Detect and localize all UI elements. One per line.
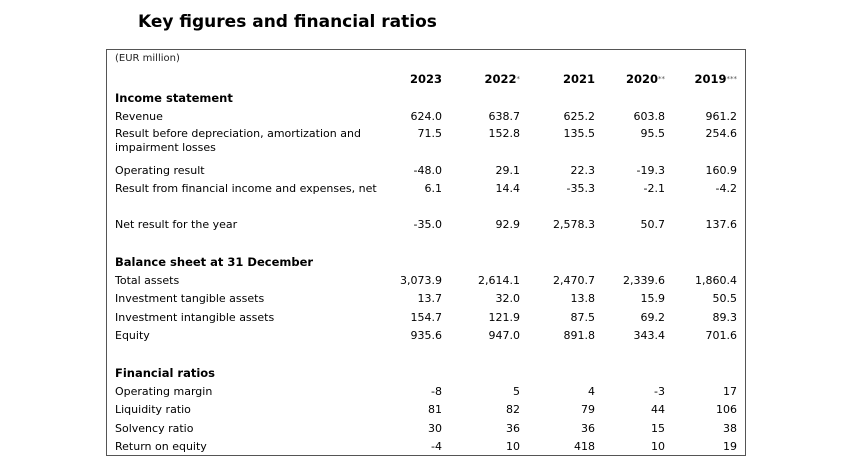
table-cell: 14.4 <box>495 182 521 195</box>
table-cell: 106 <box>716 403 737 416</box>
table-cell: 891.8 <box>563 329 596 342</box>
table-cell: -48.0 <box>413 164 442 177</box>
table-cell: 87.5 <box>570 311 596 324</box>
row-label: Revenue <box>115 110 163 123</box>
table-cell: 82 <box>506 403 520 416</box>
table-cell: 89.3 <box>712 311 738 324</box>
column-header: 2019*** <box>694 72 737 86</box>
table-cell: 69.2 <box>640 311 666 324</box>
table-cell: 135.5 <box>563 127 596 140</box>
column-header: 2021 <box>562 72 595 86</box>
table-cell: -8 <box>431 385 442 398</box>
table-cell: 50.5 <box>712 292 738 305</box>
table-cell: 36 <box>506 422 520 435</box>
table-cell: 10 <box>506 440 520 453</box>
table-cell: 95.5 <box>640 127 666 140</box>
table-cell: 2,614.1 <box>478 274 520 287</box>
table-cell: 22.3 <box>570 164 596 177</box>
table-cell: 17 <box>723 385 737 398</box>
row-label: Net result for the year <box>115 218 238 231</box>
table-cell: 3,073.9 <box>400 274 442 287</box>
row-label: Result from financial income and expense… <box>115 182 377 195</box>
table-cell: -2.1 <box>643 182 665 195</box>
table-cell: 121.9 <box>488 311 521 324</box>
table-cell: 1,860.4 <box>695 274 737 287</box>
table-cell: 38 <box>723 422 737 435</box>
table-cell: 15.9 <box>640 292 666 305</box>
table-cell: 254.6 <box>705 127 738 140</box>
table-cell: 625.2 <box>563 110 596 123</box>
table-cell: -4.2 <box>715 182 737 195</box>
table-cell: 961.2 <box>705 110 738 123</box>
table-cell: 19 <box>723 440 737 453</box>
page-title: Key figures and financial ratios <box>138 12 437 32</box>
table-cell: 638.7 <box>488 110 521 123</box>
row-label: Equity <box>115 329 150 342</box>
table-cell: 44 <box>651 403 665 416</box>
table-cell: -3 <box>654 385 665 398</box>
row-label: Operating result <box>115 164 205 177</box>
table-cell: 4 <box>588 385 595 398</box>
table-cell: 15 <box>651 422 665 435</box>
row-label: Investment tangible assets <box>115 292 265 305</box>
table-cell: 10 <box>651 440 665 453</box>
table-cell: 92.9 <box>495 218 521 231</box>
table-cell: 5 <box>513 385 520 398</box>
table-cell: 36 <box>581 422 595 435</box>
table-cell: 2,578.3 <box>553 218 595 231</box>
table-cell: 32.0 <box>495 292 521 305</box>
table-cell: 947.0 <box>488 329 521 342</box>
column-header: 2020** <box>625 72 665 86</box>
table-cell: 2,470.7 <box>553 274 595 287</box>
row-label: Solvency ratio <box>115 422 194 435</box>
table-cell: 160.9 <box>705 164 738 177</box>
table-cell: 137.6 <box>705 218 738 231</box>
table-cell: -4 <box>431 440 442 453</box>
key-figures-table: (EUR million) 2023 2022* 2021 2020** 201… <box>106 49 746 456</box>
table-cell: -19.3 <box>636 164 665 177</box>
table-cell: 2,339.6 <box>623 274 665 287</box>
row-label: Result before depreciation, amortization… <box>115 127 361 154</box>
table-cell: 603.8 <box>633 110 666 123</box>
table-cell: 71.5 <box>417 127 443 140</box>
table-cell: 81 <box>428 403 442 416</box>
table-cell: 29.1 <box>495 164 521 177</box>
row-label: Return on equity <box>115 440 207 453</box>
table-cell: 935.6 <box>410 329 443 342</box>
table-cell: 343.4 <box>633 329 666 342</box>
row-label: Operating margin <box>115 385 213 398</box>
table-cell: 154.7 <box>410 311 443 324</box>
table-cell: 50.7 <box>640 218 666 231</box>
table-cell: 13.8 <box>570 292 596 305</box>
row-label: Liquidity ratio <box>115 403 191 416</box>
table-cell: -35.0 <box>413 218 442 231</box>
table-cell: 624.0 <box>410 110 443 123</box>
table-cell: 30 <box>428 422 442 435</box>
table-cell: -35.3 <box>566 182 595 195</box>
table-cell: 701.6 <box>705 329 738 342</box>
row-label: Total assets <box>115 274 180 287</box>
table-cell: 79 <box>581 403 595 416</box>
table-cell: 152.8 <box>488 127 521 140</box>
column-header: 2023 <box>409 72 442 86</box>
row-label: Investment intangible assets <box>115 311 275 324</box>
unit-label: (EUR million) <box>115 53 180 64</box>
table-cell: 6.1 <box>424 182 443 195</box>
table-cell: 418 <box>574 440 595 453</box>
table-cell: 13.7 <box>417 292 443 305</box>
column-header: 2022* <box>484 72 520 86</box>
